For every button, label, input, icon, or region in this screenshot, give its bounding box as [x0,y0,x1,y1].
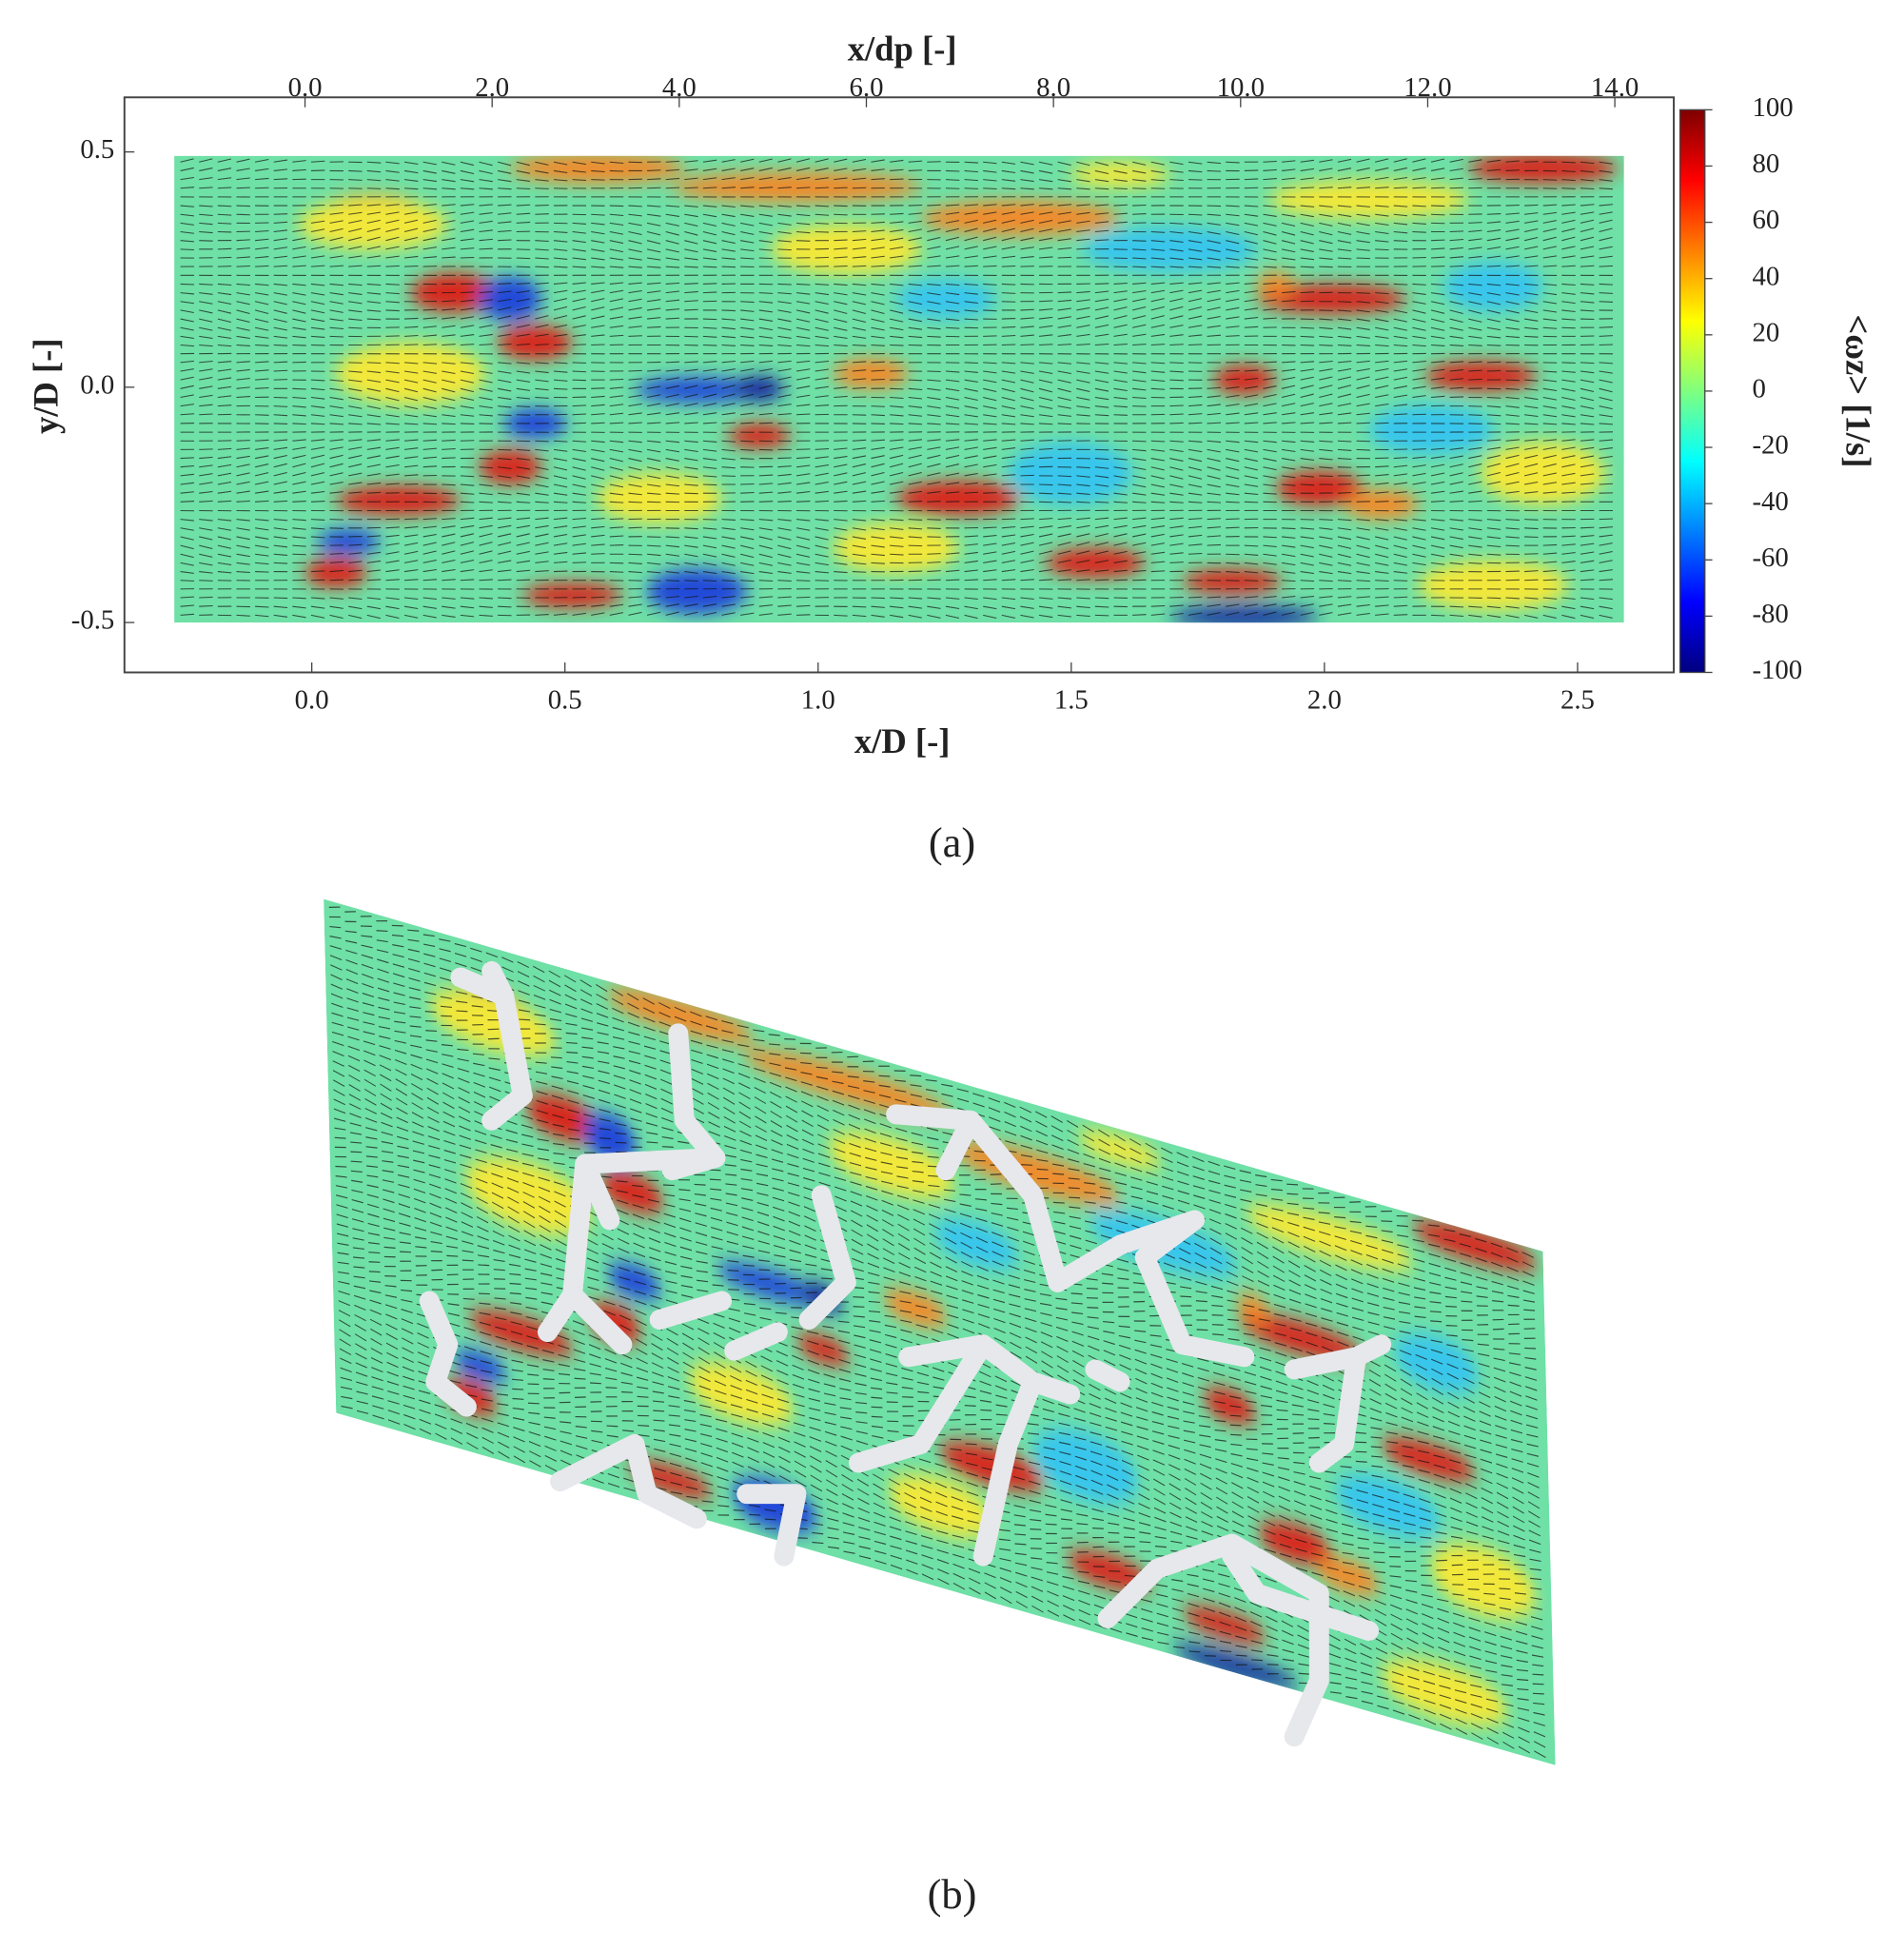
colorbar-tick-label: -40 [1752,486,1788,517]
x2-tick-label: 0.0 [288,72,323,103]
x2-tick-label: 14.0 [1591,72,1639,103]
y-tick-label: 0.0 [80,369,114,400]
colorbar-tick-label: 100 [1752,92,1793,123]
x2-axis-label: x/dp [-] [848,30,957,69]
plot-frame [123,96,1676,674]
x-tick-label: 1.0 [801,684,835,715]
y-tick-label: -0.5 [71,605,115,636]
colorbar-tick-label: 40 [1752,261,1779,291]
x-tick-label: 0.5 [548,684,582,715]
field-a [174,153,1624,626]
x2-tick-label: 6.0 [850,72,884,103]
x2-tick-label: 4.0 [662,72,697,103]
x-tick-label: 0.0 [295,684,329,715]
colorbar [1678,108,1706,674]
colorbar-tick-label: 20 [1752,317,1779,347]
x2-tick-label: 2.0 [475,72,509,103]
x-axis-label: x/D [-] [854,721,951,760]
colorbar-label: <ωz> [1/s] [1838,314,1877,467]
panel-label: (b) [928,1870,977,1918]
colorbar-tick-label: -20 [1752,430,1788,461]
x-tick-label: 1.5 [1054,684,1089,715]
y-axis-label: y/D [-] [27,338,66,434]
x2-tick-label: 10.0 [1217,72,1265,103]
panel-label: (a) [929,818,975,866]
colorbar-tick-label: -100 [1752,655,1802,685]
x2-tick-label: 8.0 [1036,72,1070,103]
colorbar-tick-label: -80 [1752,599,1788,629]
y-tick-label: 0.5 [80,134,114,165]
colorbar-tick-label: 60 [1752,205,1779,235]
colorbar-tick-label: 80 [1752,148,1779,179]
foam-struts [419,960,1392,1747]
colorbar-tick-label: 0 [1752,374,1765,404]
x2-tick-label: 12.0 [1403,72,1451,103]
colorbar-tick-label: -60 [1752,542,1788,573]
x-tick-label: 2.0 [1307,684,1342,715]
x-tick-label: 2.5 [1560,684,1595,715]
